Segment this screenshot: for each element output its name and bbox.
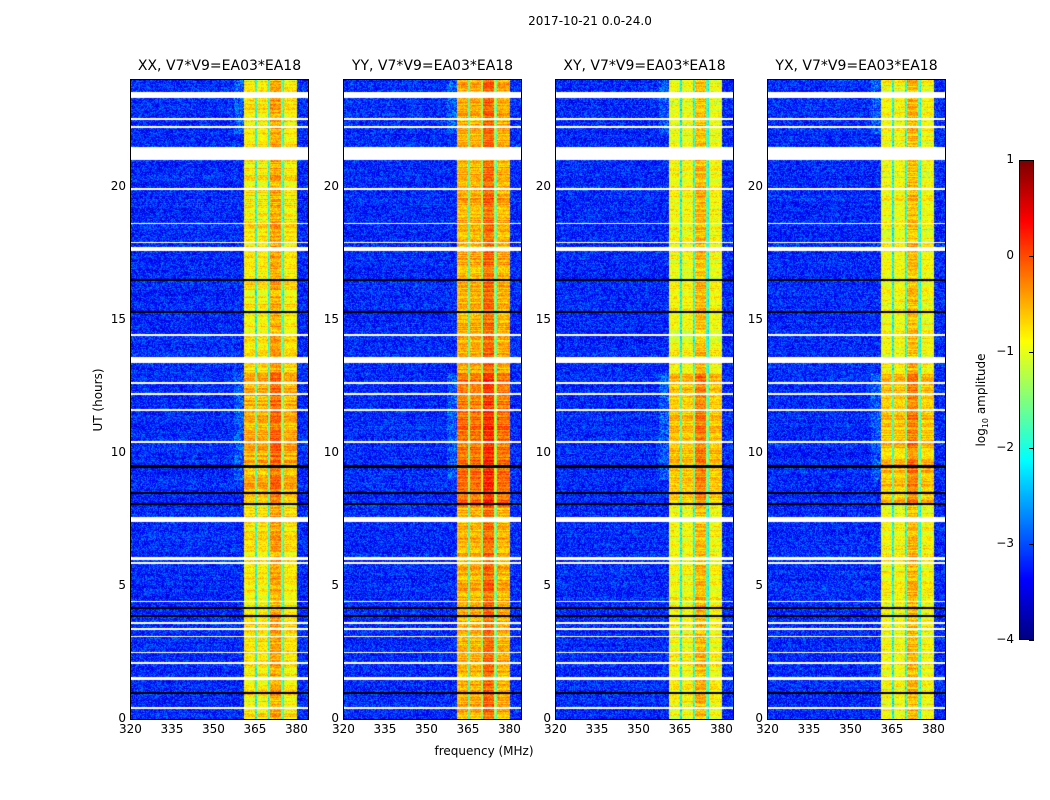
x-tick-label: 335 (160, 722, 184, 736)
y-tick-label: 20 (747, 178, 763, 193)
y-tick-label: 5 (755, 577, 763, 592)
y-tick-label: 15 (323, 311, 339, 326)
x-tick-label: 380 (497, 722, 521, 736)
y-tick-label: 15 (110, 311, 126, 326)
colorbar-tick-label: −4 (996, 632, 1014, 646)
x-tick-label: 350 (838, 722, 862, 736)
figure-title: 2017-10-21 0.0-24.0 (528, 14, 652, 28)
y-tick-label: 5 (543, 577, 551, 592)
panel-title: XY, V7*V9=EA03*EA18 (563, 58, 726, 74)
panel-title: YX, V7*V9=EA03*EA18 (775, 58, 938, 74)
colorbar-tick-mark (1029, 448, 1034, 449)
axes-frame (555, 79, 734, 720)
y-tick-label: 0 (118, 711, 126, 725)
x-tick-label: 320 (332, 722, 355, 736)
y-tick-label: 5 (331, 577, 339, 592)
colorbar-tick-label: −1 (996, 344, 1014, 358)
y-tick-label: 15 (535, 311, 551, 326)
y-tick-label: 20 (535, 178, 551, 193)
x-tick-label: 335 (797, 722, 821, 736)
x-tick-label: 365 (880, 722, 904, 736)
y-tick-label: 0 (755, 711, 763, 725)
spectrogram-panel: XX, V7*V9=EA03*EA18 320 335 350 365 380 0 5 10 15… (111, 58, 309, 736)
y-tick-label: 10 (535, 444, 551, 459)
x-tick-label: 380 (921, 722, 945, 736)
x-tick-label: 335 (585, 722, 609, 736)
x-tick-label: 320 (756, 722, 779, 736)
y-tick-label: 20 (323, 178, 339, 193)
y-tick-label: 15 (747, 311, 763, 326)
x-axis-label: frequency (MHz) (434, 744, 534, 758)
heatmap-image (344, 80, 521, 719)
colorbar-tick-mark (1029, 640, 1034, 641)
y-tick-label: 20 (110, 178, 126, 193)
panel-title: XX, V7*V9=EA03*EA18 (137, 58, 302, 74)
heatmap-image (768, 80, 945, 719)
x-tick-label: 320 (119, 722, 142, 736)
y-axis-label: UT (hours) (91, 368, 105, 432)
x-tick-label: 365 (243, 722, 267, 736)
x-tick-label: 380 (284, 722, 308, 736)
spectrogram-panel: XY, V7*V9=EA03*EA18 320 335 350 365 380 0 5 10 15… (536, 58, 734, 736)
colorbar-tick-mark (1029, 256, 1034, 257)
y-tick-label: 10 (110, 444, 126, 459)
y-tick-label: 10 (747, 444, 763, 459)
colorbar-tick-label: −3 (996, 536, 1014, 550)
x-tick-label: 350 (414, 722, 438, 736)
x-tick-label: 350 (626, 722, 650, 736)
panel-title: YY, V7*V9=EA03*EA18 (351, 58, 514, 74)
x-tick-label: 365 (456, 722, 480, 736)
axes-frame (343, 79, 522, 720)
axes-frame (130, 79, 309, 720)
heatmap-image (131, 80, 308, 719)
y-tick-label: 10 (323, 444, 339, 459)
y-tick-label: 0 (331, 711, 339, 725)
x-tick-label: 320 (544, 722, 567, 736)
x-tick-label: 350 (201, 722, 225, 736)
x-tick-label: 335 (373, 722, 397, 736)
spectrogram-panel: YX, V7*V9=EA03*EA18 320 335 350 365 380 0 5 10 15… (748, 58, 946, 736)
colorbar-tick-label: −2 (996, 440, 1014, 454)
y-tick-label: 5 (118, 577, 126, 592)
colorbar-tick-label: 1 (1006, 152, 1014, 166)
colorbar-label: log10 amplitude (973, 353, 991, 447)
spectrogram-panel: YY, V7*V9=EA03*EA18 320 335 350 365 380 0 5 10 15… (324, 58, 522, 736)
colorbar-tick-label: 0 (1006, 248, 1014, 262)
colorbar-tick-mark (1029, 352, 1034, 353)
heatmap-image (556, 80, 733, 719)
y-tick-label: 0 (543, 711, 551, 725)
colorbar (1019, 160, 1034, 640)
colorbar-tick-mark (1029, 544, 1034, 545)
colorbar-tick-mark (1029, 160, 1034, 161)
axes-frame (767, 79, 946, 720)
x-tick-label: 380 (709, 722, 733, 736)
x-tick-label: 365 (668, 722, 692, 736)
